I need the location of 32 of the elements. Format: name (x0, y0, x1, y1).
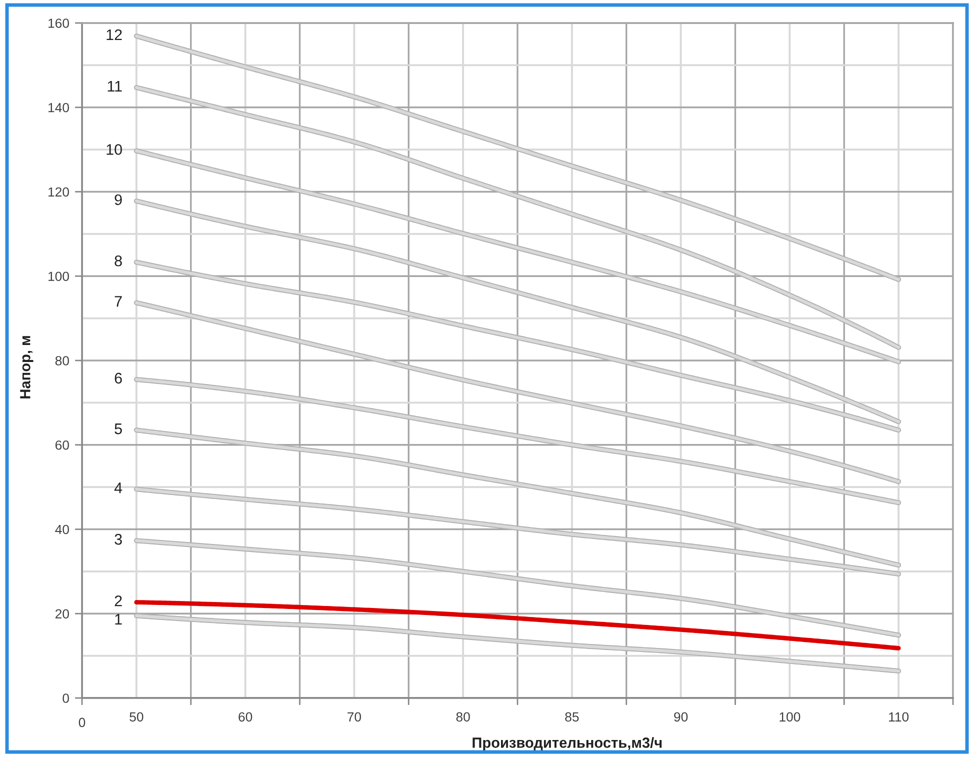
x-tick-label: 60 (238, 712, 252, 722)
series-label: 9 (114, 194, 122, 206)
series-label: 8 (114, 255, 122, 266)
y-tick-label: 160 (48, 18, 69, 28)
x-axis-title: Производительность,м3/ч (472, 737, 662, 751)
y-tick-label: 80 (55, 356, 69, 366)
y-tick-label: 140 (48, 102, 69, 112)
y-tick-label: 40 (55, 524, 69, 534)
y-tick-label: 60 (55, 440, 69, 450)
x-tick-label: 70 (348, 712, 362, 722)
text: 0 (78, 718, 86, 728)
y-tick-label: 100 (48, 272, 69, 282)
series-label: 2 (114, 596, 122, 606)
x-tick-label: 100 (780, 712, 800, 722)
x-tick-label: 80 (456, 712, 470, 722)
x-tick-label: 85 (565, 712, 579, 722)
x-tick-label: 50 (130, 712, 144, 722)
x-tick-label: 90 (674, 712, 688, 722)
series-label: 5 (114, 424, 122, 434)
x-tick-label: 110 (889, 712, 909, 722)
series-label: 6 (114, 372, 122, 384)
series-label: 3 (114, 534, 122, 545)
y-tick-label: 0 (62, 694, 69, 703)
series-label: 4 (114, 482, 122, 494)
series-label: 12 (106, 29, 122, 40)
y-tick-label: 120 (48, 187, 69, 197)
y-tick-label: 20 (55, 609, 69, 619)
y-axis-title: Напор, м (20, 336, 34, 398)
series-label: 10 (106, 144, 122, 155)
series-label: 11 (108, 80, 122, 92)
series-label: 7 (114, 296, 122, 307)
series-label: 1 (115, 614, 122, 625)
